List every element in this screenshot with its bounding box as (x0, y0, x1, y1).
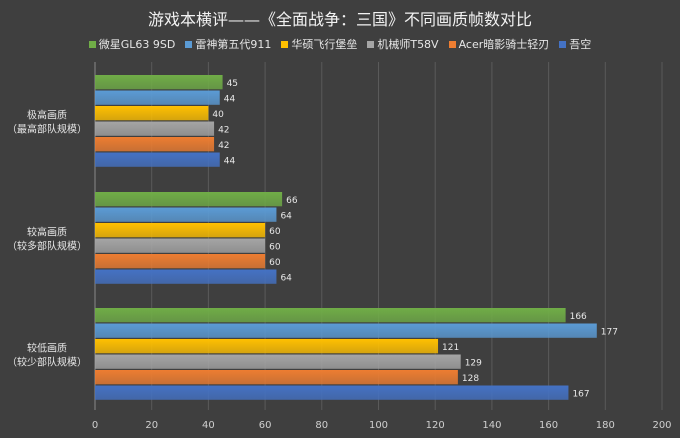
data-label: 166 (570, 312, 587, 322)
bar (95, 137, 215, 152)
legend-swatch (185, 40, 193, 48)
bar (95, 339, 439, 354)
bar (95, 152, 220, 167)
legend-swatch (559, 40, 567, 48)
legend-swatch (448, 40, 456, 48)
x-tick-label: 20 (145, 420, 158, 431)
x-tick-label: 40 (202, 420, 215, 431)
category-sublabel: （较多部队规模） (7, 240, 87, 253)
data-label: 64 (280, 211, 292, 221)
bar (95, 269, 277, 284)
data-label: 60 (269, 242, 281, 252)
legend-item: Acer暗影骑士轻刃 (448, 36, 550, 52)
data-label: 167 (572, 389, 589, 399)
chart-legend: 微星GL63 9SD 雷神第五代911 华硕飞行堡垒 机械师T58V Acer暗影骑士轻… (0, 36, 680, 52)
legend-label: 雷神第五代911 (195, 38, 272, 51)
legend-item: 微星GL63 9SD (88, 36, 176, 52)
category-label: 极高画质 (27, 109, 67, 122)
data-label: 60 (269, 258, 281, 268)
x-tick-label: 200 (652, 420, 671, 431)
category-label: 较高画质 (27, 226, 67, 239)
bar (95, 75, 223, 90)
category-sublabel: （较少部队规模） (7, 356, 87, 369)
data-label: 129 (465, 358, 482, 368)
data-label: 40 (212, 110, 224, 120)
legend-item: 吾空 (559, 36, 591, 52)
data-label: 121 (442, 343, 459, 353)
x-tick-label: 80 (315, 420, 328, 431)
bar (95, 238, 266, 253)
data-label: 44 (224, 156, 236, 166)
legend-item: 华硕飞行堡垒 (281, 36, 357, 52)
data-label: 60 (269, 227, 281, 237)
x-tick-label: 160 (539, 420, 558, 431)
bar (95, 106, 209, 121)
chart-title: 游戏本横评——《全面战争：三国》不同画质帧数对比 (147, 10, 532, 29)
category-label: 较低画质 (27, 342, 67, 355)
bar (95, 385, 569, 400)
data-label: 66 (286, 196, 298, 206)
data-label: 42 (218, 125, 229, 135)
bar (95, 192, 283, 207)
data-label: 44 (224, 94, 236, 104)
bar (95, 207, 277, 222)
data-label: 64 (280, 273, 292, 283)
bar (95, 308, 566, 323)
x-tick-label: 140 (482, 420, 501, 431)
legend-item: 机械师T58V (367, 36, 439, 52)
x-tick-label: 180 (596, 420, 615, 431)
data-label: 128 (462, 374, 479, 384)
x-tick-label: 120 (426, 420, 445, 431)
data-label: 42 (218, 141, 229, 151)
legend-swatch (281, 40, 289, 48)
x-tick-label: 0 (92, 420, 98, 431)
legend-label: Acer暗影骑士轻刃 (458, 38, 550, 51)
legend-label: 机械师T58V (377, 38, 439, 51)
bar (95, 323, 597, 338)
data-label: 177 (601, 327, 618, 337)
legend-swatch (88, 40, 96, 48)
data-label: 45 (227, 79, 238, 89)
bar (95, 90, 220, 105)
x-tick-label: 100 (369, 420, 388, 431)
x-tick-label: 60 (259, 420, 272, 431)
bar (95, 121, 215, 136)
bar (95, 223, 266, 238)
legend-label: 华硕飞行堡垒 (291, 38, 358, 51)
legend-item: 雷神第五代911 (185, 36, 271, 52)
legend-label: 吾空 (569, 38, 592, 51)
bar (95, 354, 461, 369)
legend-swatch (367, 40, 375, 48)
bar (95, 254, 266, 269)
category-sublabel: （最高部队规模） (7, 123, 87, 136)
bar (95, 370, 458, 385)
legend-label: 微星GL63 9SD (98, 38, 176, 51)
